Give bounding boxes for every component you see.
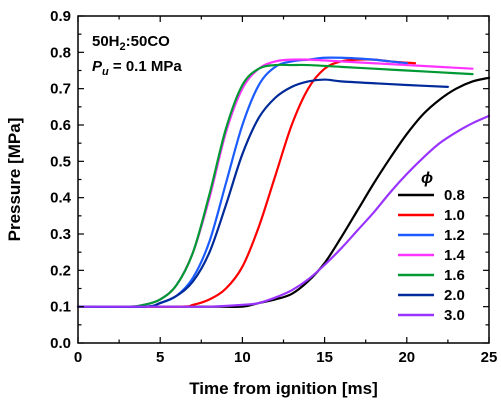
y-axis-label: Pressure [MPa] <box>5 118 24 242</box>
legend-label: 2.0 <box>444 287 465 304</box>
legend-label: 1.4 <box>444 247 466 264</box>
series-lines <box>76 56 491 309</box>
x-tick-label: 15 <box>316 349 333 366</box>
x-tick-label: 0 <box>74 349 82 366</box>
y-tick-label: 0.3 <box>50 226 71 243</box>
y-tick-label: 0.0 <box>50 335 71 352</box>
pressure-subscript: u <box>102 66 109 78</box>
mixture-annotation: 50H2:50CO <box>92 33 170 53</box>
mixture-subscript: 2 <box>120 41 126 53</box>
x-tick-label: 25 <box>481 349 498 366</box>
y-tick-label: 0.6 <box>50 117 71 134</box>
y-tick-label: 0.8 <box>50 44 71 61</box>
x-tick-label: 20 <box>398 349 415 366</box>
axis-ticks: 0 5 10 15 20 25 0.0 0.1 0.2 0.3 0.4 0.5 0.6 0.7 0.8 0.9 <box>50 8 497 366</box>
initial-pressure-annotation: Pu = 0.1 MPa <box>92 58 182 78</box>
x-tick-label: 10 <box>234 349 251 366</box>
series-line-phi-1.6 <box>76 63 474 308</box>
legend-label: 1.6 <box>444 267 465 284</box>
y-tick-label: 0.7 <box>50 81 71 98</box>
legend-label: 1.2 <box>444 227 465 244</box>
mixture-rest: :50CO <box>126 33 171 50</box>
legend-label: 0.8 <box>444 187 465 204</box>
pressure-value: = 0.1 MPa <box>109 58 183 75</box>
y-tick-label: 0.9 <box>50 8 71 25</box>
y-tick-label: 0.1 <box>50 299 71 316</box>
y-tick-label: 0.4 <box>50 190 72 207</box>
series-line-phi-3.0 <box>76 114 491 308</box>
legend-title: ϕ <box>421 170 433 187</box>
y-tick-label: 0.5 <box>50 153 71 170</box>
x-tick-label: 5 <box>156 349 164 366</box>
legend-label: 1.0 <box>444 207 465 224</box>
legend-label: 3.0 <box>444 307 465 324</box>
legend: ϕ 0.8 1.0 1.2 1.4 1.6 2.0 3.0 <box>398 170 466 324</box>
mixture-main: 50H <box>92 33 120 50</box>
y-tick-label: 0.2 <box>50 262 71 279</box>
series-line-phi-2.0 <box>76 78 449 309</box>
pressure-variable: P <box>92 58 103 75</box>
x-axis-label: Time from ignition [ms] <box>189 379 378 398</box>
